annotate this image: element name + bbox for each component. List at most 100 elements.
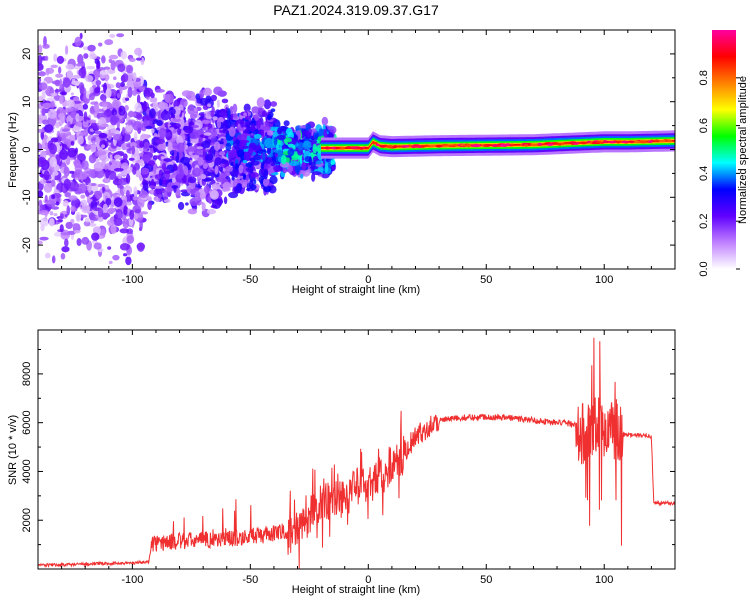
spectrogram-cell (75, 211, 82, 222)
spectrogram-cell (153, 163, 157, 175)
spectrogram-cell (92, 140, 96, 145)
spectrogram-cell (166, 182, 175, 192)
spectrogram-cell (71, 80, 81, 86)
colorbar: 0.0 0.2 0.4 0.6 0.8 Normalized spectral ampl… (698, 30, 749, 277)
spectrogram-cell (76, 238, 82, 246)
snr-x-axis-label: Height of straight line (km) (292, 584, 420, 596)
spectrogram-cell (107, 246, 112, 250)
spectrogram-cell (116, 92, 121, 99)
snr-x-tick-label: 100 (595, 574, 613, 586)
spectrogram-cell (112, 254, 120, 261)
spectrogram-cell (54, 232, 62, 237)
spectrogram-cell (82, 103, 89, 110)
spectrogram-cell (110, 59, 116, 71)
spectrogram-cell (49, 211, 54, 216)
spectrogram-cell (225, 165, 234, 172)
spectrogram-cell (441, 143, 449, 147)
spectrogram-cell (55, 201, 60, 206)
spectrogram-y-tick-label: 20 (21, 48, 33, 60)
spectrogram-cell (119, 185, 124, 190)
spectrogram-cell (375, 143, 380, 147)
spectrogram-cell (44, 194, 48, 203)
snr-plot-area (38, 330, 675, 569)
spectrogram-cell (216, 99, 220, 108)
spectrogram-cell (93, 104, 98, 111)
spectrogram-cell (50, 194, 56, 200)
spectrogram-cell (53, 94, 61, 101)
snr-x-tick-label: 0 (365, 574, 371, 586)
spectrogram-cell (193, 149, 203, 157)
spectrogram-cell (42, 43, 50, 49)
spectrogram-cell (38, 156, 47, 168)
spectrogram-cell (318, 132, 323, 137)
spectrogram-cell (153, 185, 164, 189)
spectrogram-cell (50, 92, 58, 97)
spectrogram-cell (147, 200, 153, 211)
spectrogram-cell (264, 137, 274, 149)
spectrogram-cell (189, 131, 200, 140)
spectrogram-cell (129, 209, 135, 220)
spectrogram-cell (93, 242, 102, 250)
spectrogram-cell (187, 208, 198, 215)
spectrogram-cell (93, 124, 99, 131)
spectrogram-cell (107, 170, 117, 181)
spectrogram-cell (505, 143, 511, 146)
spectrogram-cell (64, 45, 69, 55)
spectrogram-cell (213, 86, 223, 96)
spectrogram-cell (51, 179, 56, 187)
spectrogram-cell (139, 219, 143, 231)
spectrogram-cell (139, 158, 145, 167)
spectrogram-cell (101, 144, 106, 149)
spectrogram-cell (201, 202, 206, 212)
spectrogram-cell (142, 105, 148, 112)
spectrogram-cell (195, 93, 201, 101)
spectrogram-cell (113, 197, 123, 208)
spectrogram-cell (87, 119, 97, 124)
spectrogram-cell (88, 154, 97, 164)
spectrogram-cell (183, 125, 194, 134)
spectrogram-cell (135, 169, 142, 178)
spectrogram-cell (200, 174, 207, 180)
spectrogram-cell (100, 212, 111, 218)
spectrogram-cell (239, 139, 250, 144)
spectrogram-cell (251, 106, 260, 114)
spectrogram-cell (51, 255, 56, 264)
spectrogram-cell (254, 113, 260, 121)
spectrogram-cell (98, 132, 108, 139)
spectrogram-cell (52, 171, 59, 176)
spectrogram-cell (121, 126, 126, 136)
spectrogram-cell (50, 137, 59, 143)
spectrogram-cell (91, 232, 100, 241)
snr-marks (38, 337, 675, 569)
spectrogram-cell (324, 146, 330, 150)
spectrogram-cell (87, 182, 92, 193)
spectrogram-cell (173, 149, 178, 157)
spectrogram-cell (114, 154, 122, 160)
spectrogram-cell (123, 205, 128, 216)
spectrogram-cell (141, 167, 150, 175)
spectrogram-cell (133, 72, 137, 83)
spectrogram-cell (270, 108, 276, 113)
spectrogram-marks (38, 32, 675, 266)
spectrogram-y-tick-label: 0 (21, 146, 33, 152)
colorbar-tick-label: 0.8 (698, 70, 710, 85)
spectrogram-cell (242, 173, 246, 180)
spectrogram-cell (122, 218, 130, 229)
spectrogram-cell (569, 141, 577, 144)
spectrogram-cell (94, 70, 99, 81)
spectrogram-cell (117, 63, 126, 73)
spectrogram-cell (66, 205, 71, 216)
spectrogram-cell (386, 145, 393, 149)
spectrogram-cell (212, 116, 218, 121)
spectrogram-cell (44, 55, 49, 61)
spectrogram-cell (459, 144, 466, 147)
spectrogram-cell (94, 130, 102, 135)
spectrogram-cell (238, 164, 244, 174)
spectrogram-cell (199, 97, 209, 106)
spectrogram-cell (58, 95, 64, 105)
spectrogram-cell (148, 145, 153, 149)
spectrogram-cell (89, 86, 94, 94)
spectrogram-cell (202, 163, 208, 169)
spectrogram-cell (63, 178, 71, 190)
spectrogram-cell (92, 207, 98, 211)
